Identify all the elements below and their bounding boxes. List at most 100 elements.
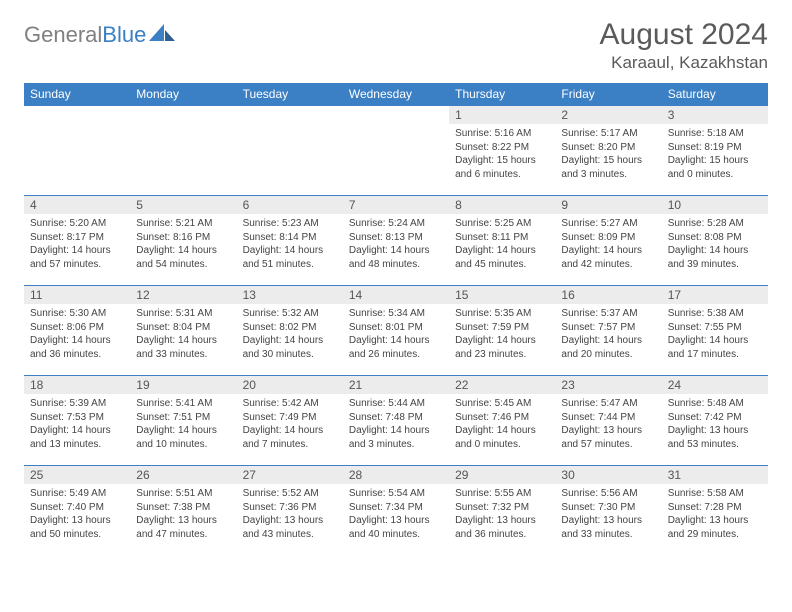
calendar-row: 25Sunrise: 5:49 AMSunset: 7:40 PMDayligh… [24, 466, 768, 556]
calendar-cell: 25Sunrise: 5:49 AMSunset: 7:40 PMDayligh… [24, 466, 130, 556]
day-number: 20 [237, 376, 343, 394]
day-number: 1 [449, 106, 555, 124]
brand-logo: GeneralBlue [24, 18, 175, 48]
day-number: 8 [449, 196, 555, 214]
calendar-cell [343, 106, 449, 196]
weekday-row: SundayMondayTuesdayWednesdayThursdayFrid… [24, 83, 768, 106]
brand-part1: General [24, 22, 102, 48]
day-number: 22 [449, 376, 555, 394]
weekday-header: Tuesday [237, 83, 343, 106]
day-number: 7 [343, 196, 449, 214]
day-info: Sunrise: 5:25 AMSunset: 8:11 PMDaylight:… [449, 214, 555, 275]
day-number: 18 [24, 376, 130, 394]
calendar-cell: 22Sunrise: 5:45 AMSunset: 7:46 PMDayligh… [449, 376, 555, 466]
calendar-cell: 3Sunrise: 5:18 AMSunset: 8:19 PMDaylight… [662, 106, 768, 196]
brand-sail-icon [149, 22, 175, 48]
calendar-row: 18Sunrise: 5:39 AMSunset: 7:53 PMDayligh… [24, 376, 768, 466]
calendar-cell: 1Sunrise: 5:16 AMSunset: 8:22 PMDaylight… [449, 106, 555, 196]
day-number: 5 [130, 196, 236, 214]
calendar-cell: 28Sunrise: 5:54 AMSunset: 7:34 PMDayligh… [343, 466, 449, 556]
calendar-cell: 26Sunrise: 5:51 AMSunset: 7:38 PMDayligh… [130, 466, 236, 556]
calendar-cell [237, 106, 343, 196]
day-number: 31 [662, 466, 768, 484]
day-info: Sunrise: 5:18 AMSunset: 8:19 PMDaylight:… [662, 124, 768, 185]
calendar-cell: 30Sunrise: 5:56 AMSunset: 7:30 PMDayligh… [555, 466, 661, 556]
day-info: Sunrise: 5:44 AMSunset: 7:48 PMDaylight:… [343, 394, 449, 455]
day-info: Sunrise: 5:41 AMSunset: 7:51 PMDaylight:… [130, 394, 236, 455]
day-number: 11 [24, 286, 130, 304]
brand-part2: Blue [102, 22, 146, 48]
day-number: 28 [343, 466, 449, 484]
day-info: Sunrise: 5:23 AMSunset: 8:14 PMDaylight:… [237, 214, 343, 275]
day-number: 2 [555, 106, 661, 124]
calendar-table: SundayMondayTuesdayWednesdayThursdayFrid… [24, 83, 768, 556]
day-number: 30 [555, 466, 661, 484]
calendar-cell: 31Sunrise: 5:58 AMSunset: 7:28 PMDayligh… [662, 466, 768, 556]
calendar-body: 1Sunrise: 5:16 AMSunset: 8:22 PMDaylight… [24, 106, 768, 556]
day-number: 13 [237, 286, 343, 304]
day-info: Sunrise: 5:28 AMSunset: 8:08 PMDaylight:… [662, 214, 768, 275]
day-number: 15 [449, 286, 555, 304]
calendar-cell: 8Sunrise: 5:25 AMSunset: 8:11 PMDaylight… [449, 196, 555, 286]
calendar-cell: 13Sunrise: 5:32 AMSunset: 8:02 PMDayligh… [237, 286, 343, 376]
weekday-header: Wednesday [343, 83, 449, 106]
day-number: 17 [662, 286, 768, 304]
day-info: Sunrise: 5:24 AMSunset: 8:13 PMDaylight:… [343, 214, 449, 275]
title-block: August 2024 Karaaul, Kazakhstan [600, 18, 768, 73]
calendar-row: 1Sunrise: 5:16 AMSunset: 8:22 PMDaylight… [24, 106, 768, 196]
calendar-cell: 16Sunrise: 5:37 AMSunset: 7:57 PMDayligh… [555, 286, 661, 376]
day-info: Sunrise: 5:37 AMSunset: 7:57 PMDaylight:… [555, 304, 661, 365]
day-info: Sunrise: 5:48 AMSunset: 7:42 PMDaylight:… [662, 394, 768, 455]
day-number: 27 [237, 466, 343, 484]
calendar-cell: 4Sunrise: 5:20 AMSunset: 8:17 PMDaylight… [24, 196, 130, 286]
weekday-header: Friday [555, 83, 661, 106]
calendar-cell: 29Sunrise: 5:55 AMSunset: 7:32 PMDayligh… [449, 466, 555, 556]
day-number: 25 [24, 466, 130, 484]
day-info: Sunrise: 5:56 AMSunset: 7:30 PMDaylight:… [555, 484, 661, 545]
day-info: Sunrise: 5:38 AMSunset: 7:55 PMDaylight:… [662, 304, 768, 365]
calendar-cell: 23Sunrise: 5:47 AMSunset: 7:44 PMDayligh… [555, 376, 661, 466]
day-number: 21 [343, 376, 449, 394]
day-info: Sunrise: 5:35 AMSunset: 7:59 PMDaylight:… [449, 304, 555, 365]
day-info: Sunrise: 5:32 AMSunset: 8:02 PMDaylight:… [237, 304, 343, 365]
day-number: 12 [130, 286, 236, 304]
calendar-cell: 2Sunrise: 5:17 AMSunset: 8:20 PMDaylight… [555, 106, 661, 196]
weekday-header: Sunday [24, 83, 130, 106]
calendar-head: SundayMondayTuesdayWednesdayThursdayFrid… [24, 83, 768, 106]
header: GeneralBlue August 2024 Karaaul, Kazakhs… [24, 18, 768, 73]
day-info: Sunrise: 5:39 AMSunset: 7:53 PMDaylight:… [24, 394, 130, 455]
day-number: 9 [555, 196, 661, 214]
day-number: 23 [555, 376, 661, 394]
day-number: 10 [662, 196, 768, 214]
calendar-cell: 12Sunrise: 5:31 AMSunset: 8:04 PMDayligh… [130, 286, 236, 376]
calendar-cell: 9Sunrise: 5:27 AMSunset: 8:09 PMDaylight… [555, 196, 661, 286]
day-info: Sunrise: 5:45 AMSunset: 7:46 PMDaylight:… [449, 394, 555, 455]
day-info: Sunrise: 5:52 AMSunset: 7:36 PMDaylight:… [237, 484, 343, 545]
calendar-cell: 21Sunrise: 5:44 AMSunset: 7:48 PMDayligh… [343, 376, 449, 466]
day-info: Sunrise: 5:16 AMSunset: 8:22 PMDaylight:… [449, 124, 555, 185]
calendar-cell: 6Sunrise: 5:23 AMSunset: 8:14 PMDaylight… [237, 196, 343, 286]
calendar-cell: 11Sunrise: 5:30 AMSunset: 8:06 PMDayligh… [24, 286, 130, 376]
day-info: Sunrise: 5:17 AMSunset: 8:20 PMDaylight:… [555, 124, 661, 185]
calendar-cell: 14Sunrise: 5:34 AMSunset: 8:01 PMDayligh… [343, 286, 449, 376]
day-number: 14 [343, 286, 449, 304]
day-info: Sunrise: 5:42 AMSunset: 7:49 PMDaylight:… [237, 394, 343, 455]
day-info: Sunrise: 5:27 AMSunset: 8:09 PMDaylight:… [555, 214, 661, 275]
day-info: Sunrise: 5:49 AMSunset: 7:40 PMDaylight:… [24, 484, 130, 545]
day-info: Sunrise: 5:58 AMSunset: 7:28 PMDaylight:… [662, 484, 768, 545]
calendar-cell: 5Sunrise: 5:21 AMSunset: 8:16 PMDaylight… [130, 196, 236, 286]
calendar-cell: 20Sunrise: 5:42 AMSunset: 7:49 PMDayligh… [237, 376, 343, 466]
day-info: Sunrise: 5:34 AMSunset: 8:01 PMDaylight:… [343, 304, 449, 365]
calendar-row: 11Sunrise: 5:30 AMSunset: 8:06 PMDayligh… [24, 286, 768, 376]
day-info: Sunrise: 5:21 AMSunset: 8:16 PMDaylight:… [130, 214, 236, 275]
weekday-header: Saturday [662, 83, 768, 106]
weekday-header: Thursday [449, 83, 555, 106]
weekday-header: Monday [130, 83, 236, 106]
day-number: 29 [449, 466, 555, 484]
calendar-cell: 17Sunrise: 5:38 AMSunset: 7:55 PMDayligh… [662, 286, 768, 376]
calendar-cell: 24Sunrise: 5:48 AMSunset: 7:42 PMDayligh… [662, 376, 768, 466]
calendar-cell: 27Sunrise: 5:52 AMSunset: 7:36 PMDayligh… [237, 466, 343, 556]
calendar-cell: 15Sunrise: 5:35 AMSunset: 7:59 PMDayligh… [449, 286, 555, 376]
calendar-row: 4Sunrise: 5:20 AMSunset: 8:17 PMDaylight… [24, 196, 768, 286]
calendar-cell: 7Sunrise: 5:24 AMSunset: 8:13 PMDaylight… [343, 196, 449, 286]
